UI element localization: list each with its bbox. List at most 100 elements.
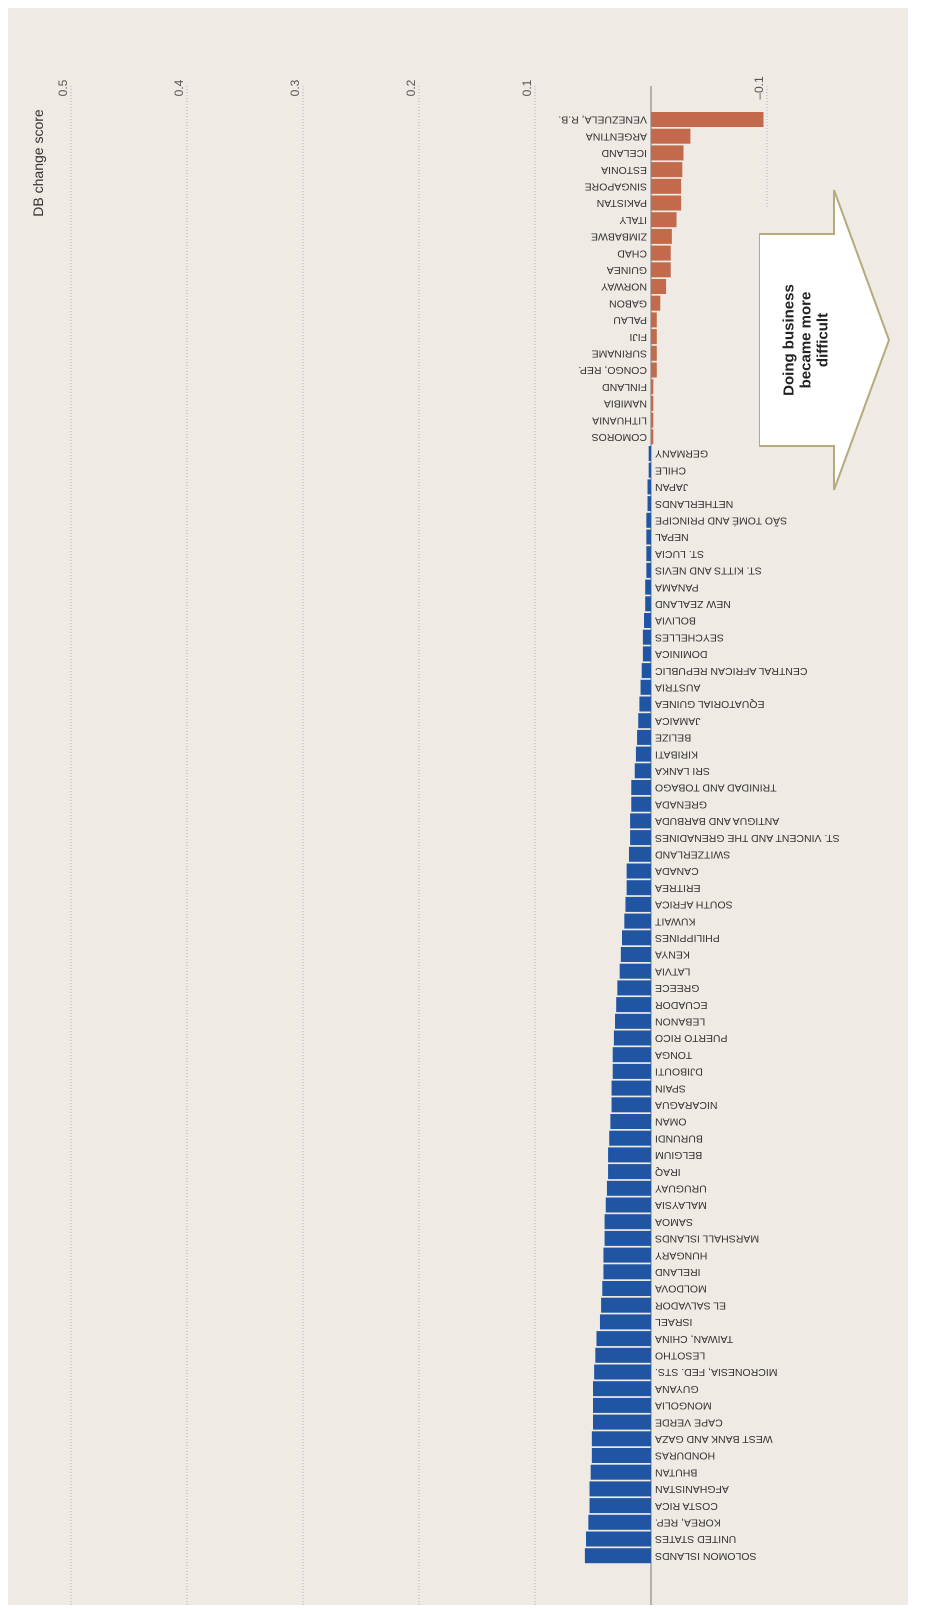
bar (610, 1114, 651, 1129)
bar (646, 512, 651, 528)
category-label: COMOROS (592, 431, 647, 443)
bar (611, 1097, 651, 1113)
bar (608, 1164, 651, 1180)
category-label: NEW ZEALAND (655, 598, 731, 610)
bar (594, 1364, 651, 1380)
category-label: PUERTO RICO (655, 1032, 728, 1044)
category-label: DOMINICA (655, 648, 708, 660)
bar (602, 1281, 651, 1296)
category-label: EQUATORIAL GUINEA (655, 698, 765, 710)
category-label: ST. LUCIA (655, 548, 704, 560)
category-label: SRI LANKA (655, 765, 710, 777)
bar (640, 679, 651, 695)
callout-arrow-icon (759, 190, 891, 490)
category-label: VENEZUELA, R.B. (558, 114, 647, 126)
category-label: GREECE (655, 982, 699, 994)
bar (615, 1013, 651, 1029)
category-label: CAPE VERDE (655, 1416, 723, 1428)
category-label: SAMOA (655, 1216, 693, 1228)
bar (651, 162, 683, 178)
tick-label: 0.4 (172, 79, 186, 96)
category-label: SINGAPORE (585, 181, 647, 193)
category-label: CANADA (655, 865, 699, 877)
bar (642, 629, 651, 645)
category-label: PHILIPPINES (655, 932, 720, 944)
category-label: SPAIN (655, 1082, 686, 1094)
bar (619, 963, 651, 979)
category-label: ESTONIA (601, 164, 647, 176)
tick-label: 0.2 (404, 79, 418, 96)
category-label: WEST BANK AND GAZA (655, 1433, 773, 1445)
category-label: HUNGARY (655, 1249, 707, 1261)
category-label: MONGOLIA (655, 1400, 712, 1412)
bar (645, 596, 651, 612)
category-label: BHUTAN (655, 1466, 697, 1478)
category-label: HONDURAS (655, 1450, 715, 1462)
category-label: UNITED STATES (655, 1533, 736, 1545)
category-label: BELIZE (655, 732, 691, 744)
category-label: PAKISTAN (597, 197, 647, 209)
bar (625, 896, 651, 912)
bar (651, 329, 657, 345)
category-label: MICRONESIA, FED. STS. (655, 1366, 778, 1378)
bar (593, 1381, 651, 1397)
bar (622, 930, 651, 946)
bar (637, 729, 651, 745)
bar (593, 1397, 651, 1413)
category-label: GRENADA (655, 798, 707, 810)
category-label: PANAMA (655, 581, 699, 593)
y-axis-title-box: DB change score (28, 88, 48, 238)
bar (646, 562, 651, 578)
category-label: CHAD (617, 247, 647, 259)
tick-label: 0.3 (288, 79, 302, 96)
category-label: ISRAEL (655, 1316, 693, 1328)
bar (651, 379, 654, 395)
tick-label: –0.1 (752, 76, 766, 100)
tick-label: 0.1 (520, 79, 534, 96)
callout-box: Doing business became more difficult (776, 240, 836, 440)
category-label: SEYCHELLES (655, 631, 724, 643)
category-label: TAIWAN, CHINA (655, 1333, 733, 1345)
bar (617, 980, 651, 996)
category-label: LEBANON (655, 1016, 705, 1028)
bar (644, 613, 651, 628)
category-label: GUYANA (655, 1383, 699, 1395)
tick-label: 0.5 (56, 79, 70, 96)
bar (646, 529, 651, 545)
category-label: JAPAN (655, 481, 688, 493)
bar-chart: 0.5 0.4 0.3 0.2 0.1 –0.1 VENEZUELA, R.B. ARGENT… (56, 76, 840, 1605)
category-label: ECUADOR (655, 999, 708, 1011)
bar (631, 780, 651, 795)
bar (651, 312, 657, 328)
category-label: ST. KITTS AND NEVIS (655, 565, 762, 577)
callout-annotation: Doing business became more difficult (780, 284, 832, 396)
bar (648, 462, 651, 478)
category-label: FINLAND (602, 381, 647, 393)
bar (651, 345, 657, 361)
category-label: MALAYSIA (655, 1199, 707, 1211)
category-label: CHILE (655, 464, 686, 476)
bar (638, 713, 651, 729)
category-label: SÃO TOMÉ AND PRINCIPE (655, 515, 787, 528)
category-label: SWITZERLAND (655, 849, 731, 861)
category-label: KOREA, REP. (655, 1517, 721, 1529)
category-label: ICELAND (601, 147, 647, 159)
bar (651, 178, 682, 194)
category-label: KUWAIT (654, 915, 695, 927)
bar (651, 245, 671, 261)
category-label: LESOTHO (655, 1350, 705, 1362)
bar (588, 1514, 651, 1530)
bar (639, 696, 651, 712)
category-label: EL SALVADOR (655, 1299, 726, 1311)
category-label: IRELAND (655, 1266, 701, 1278)
bar (609, 1130, 651, 1146)
bar (651, 145, 684, 161)
category-label: KIRIBATI (655, 748, 698, 760)
bar (651, 412, 654, 428)
bar (604, 1214, 651, 1230)
bar (651, 279, 667, 294)
bar (584, 1548, 651, 1564)
category-label: NETHERLANDS (655, 498, 733, 510)
bar (595, 1347, 651, 1363)
bar (612, 1063, 651, 1079)
